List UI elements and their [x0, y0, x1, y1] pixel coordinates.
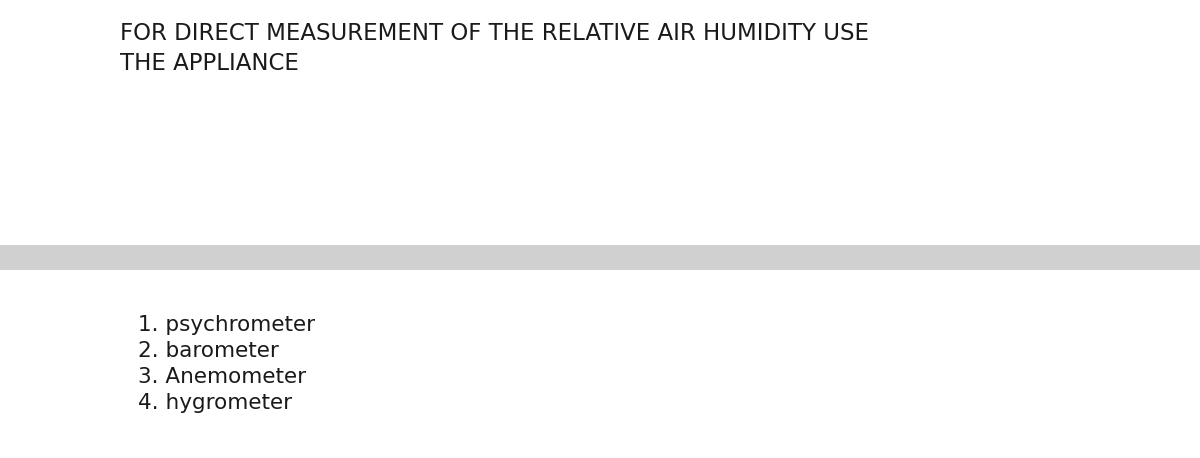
Text: 3. Anemometer: 3. Anemometer — [138, 367, 306, 387]
Text: 1. psychrometer: 1. psychrometer — [138, 315, 316, 335]
Text: 2. barometer: 2. barometer — [138, 341, 278, 361]
Text: FOR DIRECT MEASUREMENT OF THE RELATIVE AIR HUMIDITY USE: FOR DIRECT MEASUREMENT OF THE RELATIVE A… — [120, 22, 869, 45]
FancyBboxPatch shape — [0, 245, 1200, 270]
Text: THE APPLIANCE: THE APPLIANCE — [120, 52, 299, 75]
Text: 4. hygrometer: 4. hygrometer — [138, 393, 292, 413]
